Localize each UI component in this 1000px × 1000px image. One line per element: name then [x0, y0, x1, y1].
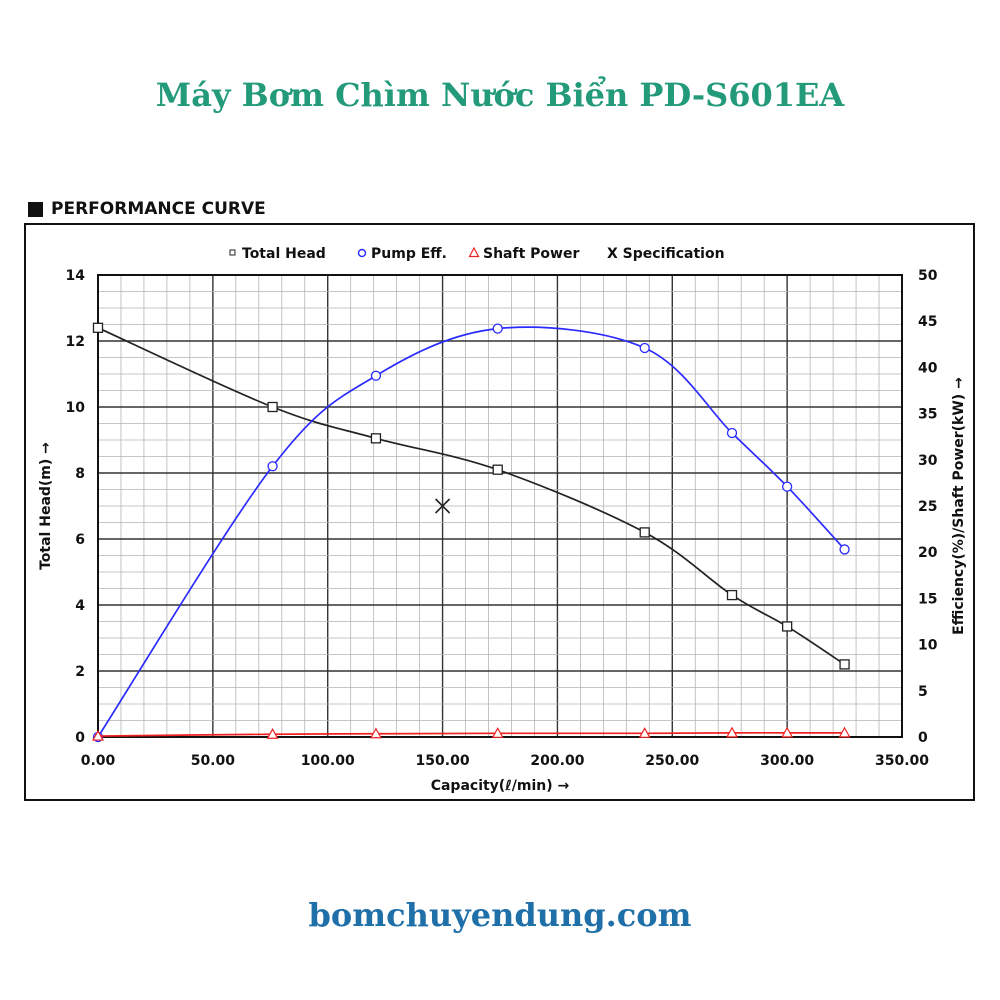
y-axis-label: Total Head(m) → — [38, 442, 54, 570]
data-point — [92, 322, 104, 333]
data-point — [781, 621, 793, 632]
x-tick-label: 350.00 — [875, 753, 929, 769]
x-tick-label: 50.00 — [191, 753, 236, 769]
data-point — [638, 727, 651, 738]
y-tick-label: 0 — [75, 730, 85, 746]
data-point — [839, 659, 850, 670]
y-tick-label: 4 — [75, 598, 85, 614]
y-tick-label: 14 — [66, 268, 86, 284]
y-tick-label: 2 — [75, 664, 85, 680]
y2-tick-label: 20 — [918, 545, 938, 561]
y2-tick-label: 25 — [918, 499, 937, 515]
legend-label: Shaft Power — [483, 246, 579, 262]
page-title: Máy Bơm Chìm Nước Biển PD-S601EA — [155, 76, 845, 114]
section-heading: PERFORMANCE CURVE — [28, 199, 266, 219]
x-tick-label: 100.00 — [301, 753, 355, 769]
y2-axis-label: Efficiency(%)/Shaft Power(kW) → — [951, 377, 967, 635]
x-tick-label: 0.00 — [81, 753, 116, 769]
data-point — [726, 589, 738, 601]
y-tick-label: 8 — [75, 466, 85, 482]
y2-tick-label: 40 — [918, 360, 938, 376]
grid — [97, 274, 903, 738]
x-axis-label: Capacity(ℓ/min) → — [431, 778, 570, 794]
x-tick-label: 150.00 — [416, 753, 470, 769]
x-tick-label: 300.00 — [760, 753, 814, 769]
series-specification — [435, 498, 451, 514]
chart-frame — [24, 223, 975, 801]
legend-label: Pump Eff. — [371, 246, 447, 262]
legend-marker-triangle — [468, 246, 480, 258]
y2-tick-label: 45 — [918, 314, 937, 330]
y2-tick-label: 50 — [918, 268, 938, 284]
legend-marker-square — [229, 249, 236, 256]
data-point — [492, 323, 503, 334]
data-point — [369, 727, 382, 739]
y2-tick-label: 35 — [918, 407, 937, 423]
data-point — [639, 342, 650, 354]
data-point — [491, 727, 504, 738]
legend-label: Total Head — [242, 246, 326, 262]
data-point — [781, 726, 794, 738]
data-point — [725, 726, 739, 738]
data-point — [492, 464, 503, 475]
series-total-head — [92, 322, 850, 670]
legend-marker-circle — [357, 248, 367, 258]
y-tick-label: 12 — [66, 334, 85, 350]
data-point — [726, 427, 738, 439]
data-point — [781, 481, 793, 492]
data-point — [838, 726, 851, 738]
y-tick-label: 6 — [75, 532, 85, 548]
y2-tick-label: 15 — [918, 591, 937, 607]
y2-tick-label: 0 — [918, 730, 928, 746]
data-point — [839, 544, 850, 555]
data-point — [370, 370, 382, 381]
legend: Total Head Pump Eff. Shaft Power X Specific… — [229, 246, 725, 262]
y2-tick-label: 30 — [918, 453, 938, 469]
data-point — [639, 527, 650, 538]
data-point — [267, 401, 278, 413]
series-shaft-power — [91, 726, 851, 741]
y2-tick-label: 5 — [918, 684, 928, 700]
series-line — [97, 326, 846, 738]
data-point — [435, 498, 451, 514]
series-pump-eff — [92, 323, 850, 743]
heading-square-icon — [28, 201, 43, 217]
data-point — [370, 433, 382, 444]
series-line — [97, 327, 846, 666]
x-tick-label: 250.00 — [645, 753, 699, 769]
legend-label: X Specification — [607, 246, 725, 262]
y-tick-label: 10 — [66, 400, 86, 416]
data-point — [91, 729, 105, 741]
y2-tick-label: 10 — [918, 638, 938, 654]
data-point — [267, 461, 278, 472]
section-heading-label: PERFORMANCE CURVE — [51, 199, 266, 219]
data-point — [266, 727, 279, 739]
x-tick-label: 200.00 — [530, 753, 584, 769]
site-url: bomchuyendung.com — [308, 896, 692, 934]
